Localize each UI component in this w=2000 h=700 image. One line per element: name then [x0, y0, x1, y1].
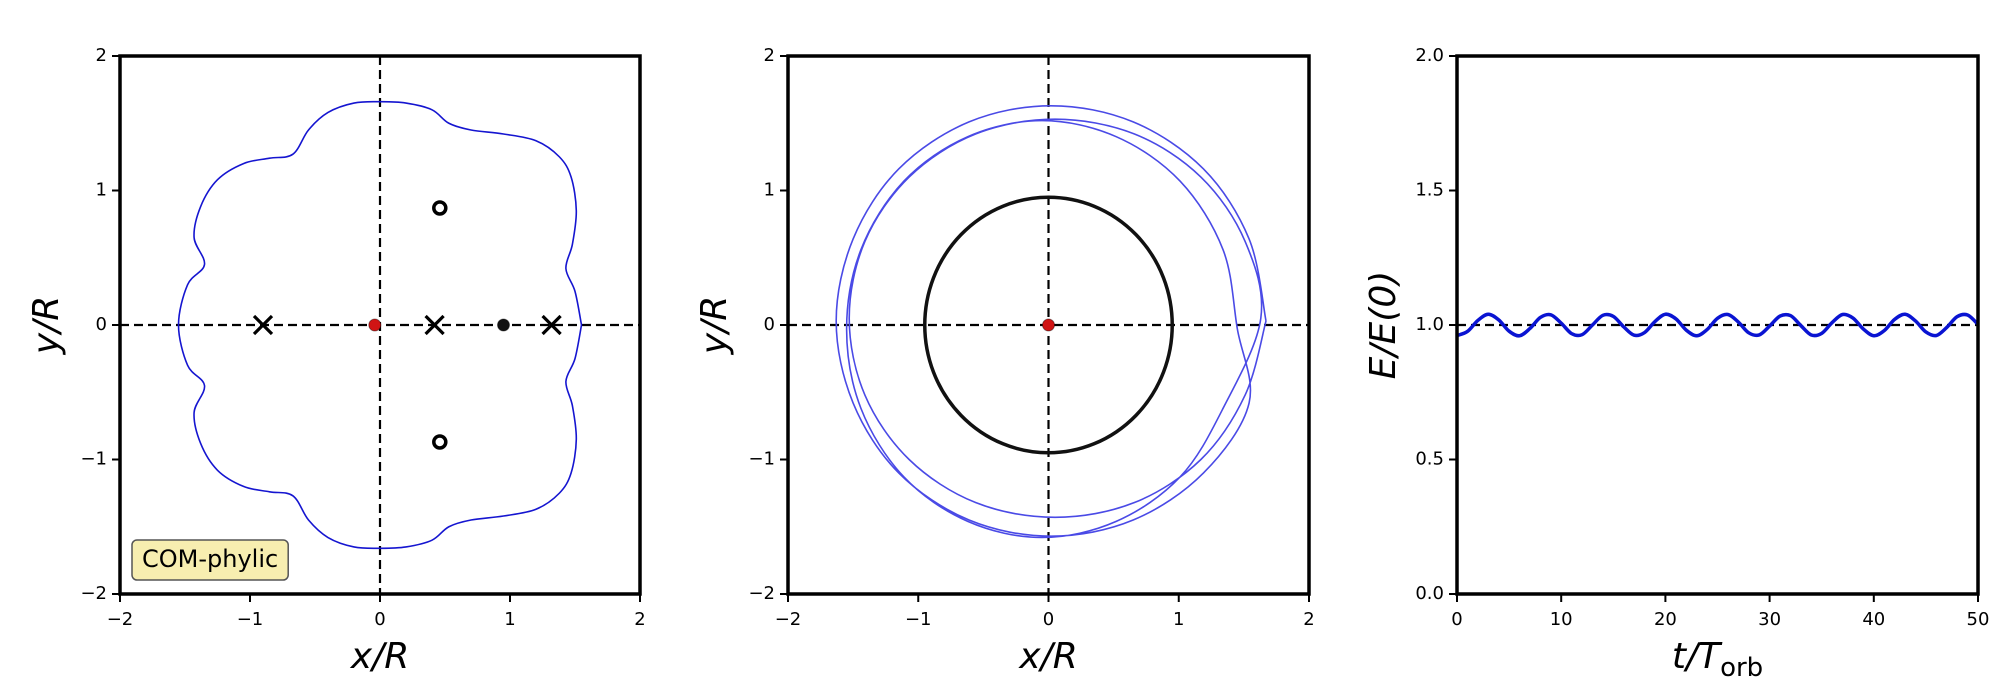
- x-tick-label: −2: [107, 609, 134, 630]
- y-tick-label: 2: [96, 45, 107, 66]
- x-tick-label: 1: [1173, 609, 1184, 630]
- x-tick-label: −1: [237, 609, 264, 630]
- axes-frame: [786, 54, 1311, 596]
- y-tick-label: 2: [764, 45, 775, 66]
- x-axis-label-main: t/T: [1672, 636, 1723, 677]
- y-tick-label: −2: [748, 583, 775, 604]
- annotation: COM-phylic: [142, 545, 278, 573]
- y-tick-label: 1: [96, 180, 107, 201]
- x-tick-label: 2: [1303, 609, 1314, 630]
- y-tick-label: 0: [764, 314, 775, 335]
- x-tick-label: 50: [1967, 609, 1990, 630]
- x-tick-label: 20: [1654, 609, 1677, 630]
- x-tick-label: 0: [1043, 609, 1054, 630]
- open-marker: [432, 434, 448, 450]
- x-marker: [252, 314, 274, 336]
- panel: −2 −1 0 1 2 −2 −1 0 1 2 x/R y/R: [694, 45, 1315, 677]
- y-tick-label: 1.0: [1415, 314, 1444, 335]
- y-tick-label: 1.5: [1415, 180, 1444, 201]
- open-marker: [432, 200, 448, 216]
- x-tick-label: 0: [1451, 609, 1462, 630]
- panel: −2 −1 0 1 2 −2 −1 0 1 2 x/R y/R COM-phylic: [26, 45, 646, 677]
- panel: 0 10 20 30 40 50 0.0 0.5 1.0 1.5 2.0 t/Torb E/E(0): [1363, 45, 1989, 683]
- x-marker: [424, 314, 445, 336]
- y-tick-label: −2: [80, 583, 107, 604]
- y-axis-label: E/E(0): [1363, 271, 1404, 380]
- series-line: [835, 104, 1267, 539]
- y-tick-label: −1: [748, 449, 775, 470]
- x-tick-label: 10: [1550, 609, 1573, 630]
- x-marker: [541, 314, 562, 336]
- x-tick-label: 1: [504, 609, 515, 630]
- y-tick-label: 2.0: [1415, 45, 1444, 66]
- x-axis-label-subscript: orb: [1720, 653, 1763, 683]
- x-tick-label: 2: [634, 609, 645, 630]
- axes-frame: [118, 54, 642, 596]
- axes-frame: [1455, 54, 1980, 596]
- point-marker: [497, 318, 510, 332]
- x-axis-label: x/R: [350, 636, 409, 677]
- x-tick-label: 0: [374, 609, 385, 630]
- y-tick-label: −1: [80, 449, 107, 470]
- x-tick-label: −1: [905, 609, 932, 630]
- x-axis-label: x/R: [1018, 636, 1077, 677]
- x-tick-label: 30: [1758, 609, 1781, 630]
- circle-boundary: [923, 195, 1174, 455]
- series-line: [1456, 312, 1980, 338]
- x-axis-label: t/Torb: [1672, 636, 1763, 683]
- annotation-box: [131, 539, 289, 581]
- y-tick-label: 1: [764, 180, 775, 201]
- point-marker: [1042, 318, 1055, 332]
- series-line: [177, 100, 583, 550]
- y-tick-label: 0: [96, 314, 107, 335]
- y-axis-label: y/R: [694, 296, 735, 355]
- y-tick-label: 0.5: [1415, 449, 1444, 470]
- x-tick-label: −2: [775, 609, 802, 630]
- x-tick-label: 40: [1862, 609, 1885, 630]
- point-marker: [368, 318, 382, 332]
- y-axis-label: y/R: [26, 296, 67, 355]
- y-tick-label: 0.0: [1415, 583, 1444, 604]
